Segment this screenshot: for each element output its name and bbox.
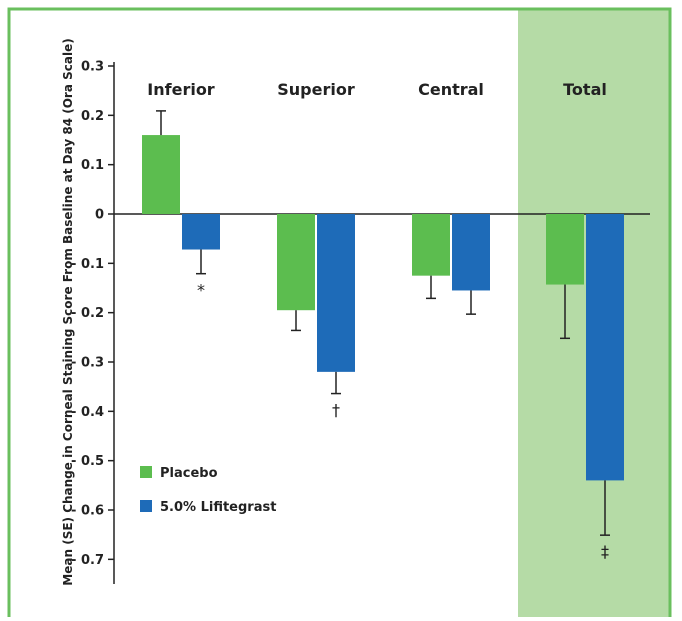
legend-swatch-placebo: [140, 466, 152, 478]
y-tick-label: 0: [95, 208, 104, 223]
y-tick-label: - 0.5: [71, 454, 104, 469]
category-label-inferior: Inferior: [147, 80, 215, 99]
legend-label-placebo: Placebo: [160, 466, 218, 481]
bar-lifitegrast-central: [452, 214, 490, 291]
bar-placebo-total: [546, 214, 584, 285]
bar-placebo-superior: [277, 214, 315, 311]
bar-lifitegrast-superior: [317, 214, 355, 372]
y-tick-label: - 0.4: [71, 405, 104, 420]
category-label-superior: Superior: [277, 80, 355, 99]
category-label-central: Central: [418, 80, 484, 99]
bar-lifitegrast-inferior: [182, 214, 220, 250]
category-label-total: Total: [563, 80, 607, 99]
y-tick-label: - 0.3: [71, 356, 104, 371]
y-tick-label: - 0.1: [71, 257, 104, 272]
legend-label-lifitegrast: 5.0% Lifitegrast: [160, 500, 276, 515]
legend-swatch-lifitegrast: [140, 500, 152, 512]
y-tick-label: 0.1: [81, 158, 104, 173]
y-tick-label: - 0.7: [71, 553, 104, 568]
y-axis-label: Mean (SE) Change in Corneal Staining Sco…: [61, 38, 75, 585]
y-tick-label: - 0.2: [71, 306, 104, 321]
y-tick-label: - 0.6: [71, 504, 104, 519]
y-tick-label: 0.2: [81, 109, 104, 124]
significance-mark-superior: †: [332, 401, 340, 420]
bar-placebo-inferior: [142, 135, 180, 214]
bar-lifitegrast-total: [586, 214, 624, 481]
significance-mark-inferior: *: [197, 281, 205, 300]
significance-mark-total: ‡: [601, 542, 609, 561]
bar-placebo-central: [412, 214, 450, 276]
y-tick-label: 0.3: [81, 60, 104, 75]
